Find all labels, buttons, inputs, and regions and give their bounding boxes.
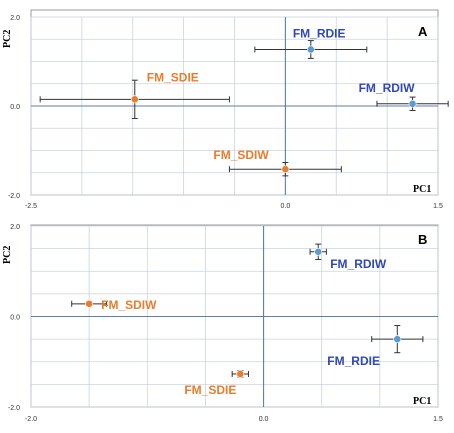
panel-b-point-label: FM_RDIW	[330, 257, 387, 271]
panel-a-y-tick-label: 0.0	[10, 104, 20, 111]
panel-a-point-label: FM_RDIW	[359, 81, 416, 95]
panel-a-point-fm-rdiw: FM_RDIW	[359, 81, 449, 111]
panel-b-y-tick-label: 2.0	[10, 224, 20, 231]
panel-a-point-fm-sdiw: FM_SDIW	[213, 148, 342, 177]
panel-a-x-tick-label: 1.5	[433, 203, 443, 210]
panel-b-gridlines	[30, 225, 439, 408]
panel-b-x-tick-label: -2.0	[25, 416, 37, 423]
panel-b-point-label: FM_RDIE	[327, 354, 380, 368]
panel-b-points: FM_RDIW FM_RDIE FM_SDIW FM_SDIE	[71, 243, 424, 397]
panel-b: 2.0 0.0 -2.0 -2.0 0.0 1.5 FM_RDIW FM_RDIE FM_SD…	[2, 224, 443, 423]
panel-b-marker	[85, 299, 94, 308]
panel-a-marker	[281, 165, 290, 174]
panel-b-letter: B	[418, 232, 427, 247]
panel-a-y-tick-label: 2.0	[10, 15, 20, 22]
panel-b-y-tick-label: -2.0	[8, 405, 20, 412]
panel-b-marker	[393, 335, 402, 344]
panel-a-y-axis-label: PC2	[2, 30, 13, 48]
panel-a-marker	[130, 95, 139, 104]
panel-a-point-label: FM_SDIW	[213, 148, 269, 162]
panel-b-point-fm-sdiw: FM_SDIW	[71, 298, 157, 312]
panel-a-x-axis-label: PC1	[413, 184, 431, 195]
panel-b-y-tick-label: 0.0	[10, 315, 20, 322]
panel-a-point-fm-sdie: FM_SDIE	[39, 70, 230, 119]
panel-b-y-axis-label: PC2	[2, 246, 13, 264]
panel-a-marker	[306, 45, 315, 54]
panel-a-x-tick-label: -2.5	[25, 203, 37, 210]
panel-b-point-label: FM_SDIW	[101, 298, 157, 312]
panel-b-x-axis-label: PC1	[413, 396, 431, 407]
panel-a-letter: A	[418, 24, 428, 39]
panel-b-point-fm-sdie: FM_SDIE	[184, 370, 249, 397]
panel-b-point-fm-rdiw: FM_RDIW	[309, 243, 387, 271]
panel-b-axes	[31, 226, 438, 407]
panel-a-x-tick-label: 0.0	[281, 203, 291, 210]
panel-a-point-label: FM_RDIE	[293, 26, 346, 40]
panel-a-marker	[408, 99, 417, 108]
panel-b-x-tick-label: 1.5	[433, 416, 443, 423]
panel-b-marker	[236, 370, 245, 378]
panel-b-x-tick-label: 0.0	[259, 416, 269, 423]
panel-b-tick-labels: 2.0 0.0 -2.0 -2.0 0.0 1.5	[8, 224, 443, 423]
panel-a-points: FM_RDIE FM_RDIW FM_SDIE FM_SDIW	[39, 26, 449, 177]
panel-b-point-fm-rdie: FM_RDIE	[327, 325, 424, 368]
panel-a: 2.0 0.0 -2.0 -2.5 0.0 1.5 FM_RDIE FM_RDIW FM_SD…	[2, 9, 449, 210]
panel-a-point-label: FM_SDIE	[147, 70, 199, 84]
panel-a-y-tick-label: -2.0	[8, 193, 20, 200]
panel-a-tick-labels: 2.0 0.0 -2.0 -2.5 0.0 1.5	[8, 15, 443, 210]
panel-b-point-label: FM_SDIE	[184, 383, 236, 397]
panel-b-marker	[314, 247, 323, 256]
panel-a-point-fm-rdie: FM_RDIE	[254, 26, 368, 59]
